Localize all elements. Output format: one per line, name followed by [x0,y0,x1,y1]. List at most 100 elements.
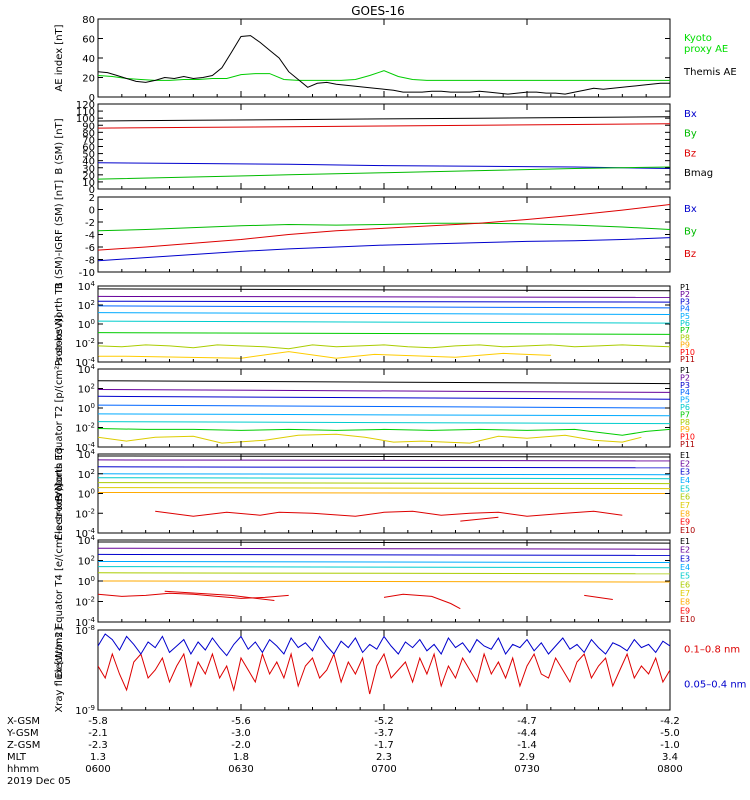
series-line-pe-6 [98,421,670,425]
series-line-bsm-3 [98,162,670,169]
x-row-value: 2.3 [376,752,392,763]
series-line-en-3 [98,466,670,469]
series-line-pn-8 [98,344,670,350]
series-line-bigrf-1 [98,222,670,232]
series-group [98,288,670,359]
series-line-bigrf-3 [98,237,670,262]
y-tick-label: -4 [85,231,95,242]
series-line-pn-2 [98,295,670,298]
series-line-pn-7 [98,332,670,335]
legend-entry: P11 [680,355,695,364]
y-tick-label: 70 [82,135,95,146]
y-tick-label: 40 [82,157,95,168]
x-row-value: 0630 [228,764,253,775]
series-line-ee-2 [98,547,670,550]
y-tick-label: 0 [89,93,95,104]
x-row-label: X-GSM [7,716,40,727]
series-line-bigrf-2 [98,204,670,251]
series-line-bsm-4 [98,166,670,180]
panel-frame [97,629,671,711]
series-line-en-9 [155,510,623,517]
x-row-value: 0700 [371,764,396,775]
y-axis-label: Protons North T1 [54,282,65,366]
legend-entry: Bx [684,109,697,120]
y-tick-label: 10 [82,178,95,189]
x-row-value: -2.1 [88,728,108,739]
y-tick-label: 120 [76,100,95,111]
x-row-value: -1.4 [517,740,537,751]
series-line-en-4 [98,473,670,476]
legend-entry: E4 [680,476,690,485]
legend-entry: E1 [680,451,690,460]
series-line-ae-2 [98,35,670,95]
series-line-en-7 [98,487,670,490]
series-line-en-10 [460,516,499,522]
legend-entry: E1 [680,537,690,546]
legend: Kyoto proxy AE Themis AE [683,33,737,78]
series-line-pn-6 [98,320,670,324]
series-line-ae-1 [98,70,670,81]
legend-entry: E8 [680,598,690,607]
y-tick-label: 60 [82,143,95,154]
y-tick-label: 10-2 [75,422,95,435]
x-row-value: -4.7 [517,716,537,727]
y-tick-label: -10 [79,268,95,279]
series-line-pe-8 [98,433,642,444]
legend-entry: P9 [680,425,690,434]
y-tick-label: 80 [82,15,95,26]
legend-entry: P10 [680,348,695,357]
x-row-value: -1.0 [660,740,680,751]
y-tick-label: 10-4 [75,441,95,454]
legend-entry: P9 [680,341,690,350]
series-line-ee-7 [98,580,670,583]
series-line-ee-4 [98,561,670,563]
legend-entry: E3 [680,554,690,563]
x-row-label: hhmm [7,764,39,775]
legend-entry: E10 [680,615,695,624]
legend-entry: E2 [680,546,690,555]
series-line-ee-8 [98,592,289,599]
series-line-pe-1 [98,380,670,385]
plot-title: GOES-16 [351,4,405,18]
panel-xray: 10-9 10-8 Xray flux [W/m2] 0.1–0.8 nm 0.05–0… [54,624,746,717]
series-line-en-2 [98,459,670,462]
legend-entry: E5 [680,484,690,493]
legend-entry: E4 [680,563,690,572]
y-axis-label: B (SM)-IGRF (SM) [nT] [54,180,65,289]
x-row-value: 0600 [85,764,110,775]
y-tick-label: 10-2 [75,596,95,609]
legend-entry: P1 [680,283,690,292]
legend-entry: 0.1–0.8 nm [684,645,740,656]
y-axis-label: Protons Equator T2 [p/(cm²-s-sr-keV)] [54,315,65,502]
x-row-value: -3.7 [374,728,394,739]
legend-entry: E2 [680,459,690,468]
legend-entry: P8 [680,418,690,427]
series-group [98,455,670,522]
y-tick-label: 40 [82,54,95,65]
legend-entry: P2 [680,373,690,382]
legend: Bx By Bz [684,204,697,260]
y-tick-label: 102 [78,299,95,312]
y-tick-label: 20 [82,171,95,182]
y-tick-label: 104 [78,448,96,461]
series-line-ee-3 [98,553,670,556]
panel-pe: 10-4 10-2 100 102 104 Protons Equator T2 [p/(… [54,315,695,502]
legend-entry: P4 [680,305,690,314]
legend-entry: 0.05–0.4 nm [684,679,746,690]
y-tick-label: 10-9 [75,704,95,717]
legend-entry: Bx [684,204,697,215]
series-line-xray-2 [98,633,670,657]
series-line-en-8 [98,492,670,494]
legend: Bx By Bz Bmag [684,109,713,179]
legend-entry: Kyoto proxy AE [684,33,728,55]
x-row-label: MLT [7,752,27,763]
x-row-value: 1.8 [233,752,249,763]
legend-entry: E6 [680,580,690,589]
y-tick-label: 60 [82,35,95,46]
y-tick-label: 90 [82,121,95,132]
x-row-value: -5.0 [660,728,680,739]
